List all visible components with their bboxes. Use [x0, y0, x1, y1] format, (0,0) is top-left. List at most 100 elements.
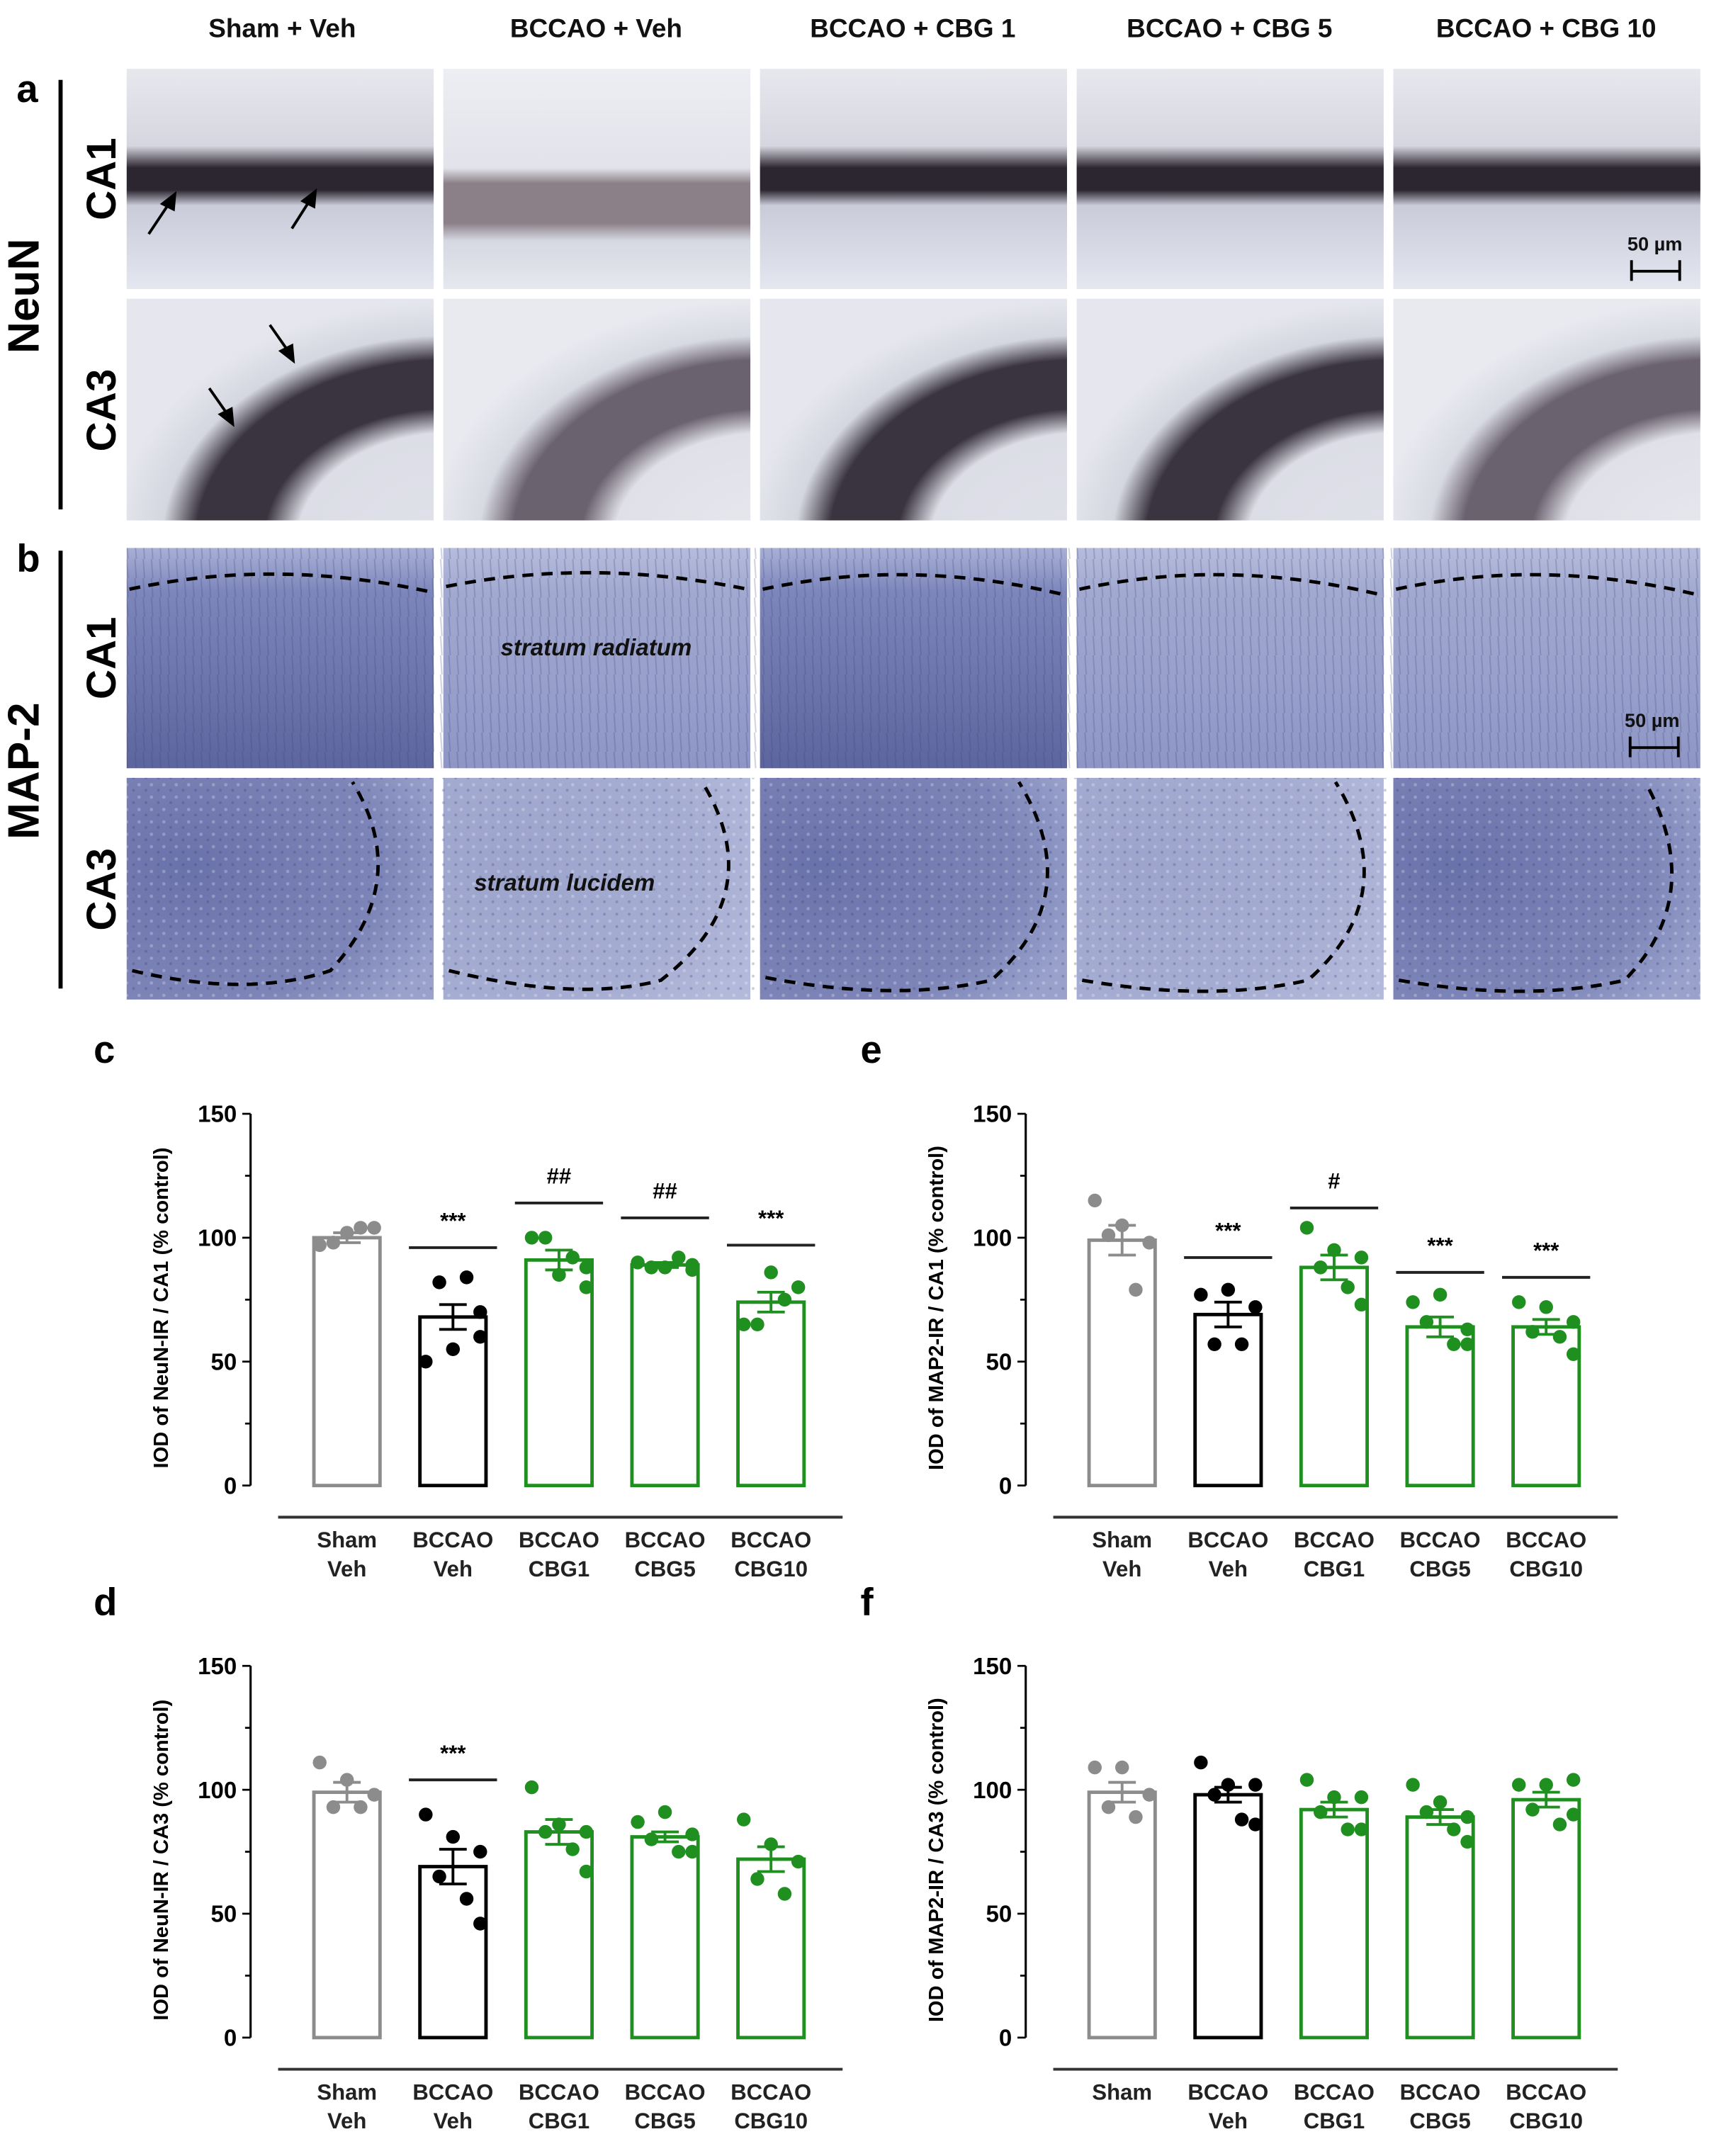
data-point — [1354, 1297, 1369, 1312]
x-category-label: Veh — [434, 1557, 473, 1581]
data-point — [1354, 1822, 1369, 1836]
data-point — [1539, 1300, 1553, 1314]
data-point — [446, 1342, 461, 1357]
data-point — [1194, 1287, 1208, 1302]
data-point — [473, 1844, 487, 1859]
x-category-label: CBG10 — [1509, 2109, 1583, 2133]
y-axis-label: IOD of NeuN-IR / CA3 (% control) — [150, 1700, 173, 2021]
data-point — [1341, 1822, 1355, 1836]
bar-1: *** — [409, 1209, 497, 1488]
region-boundary — [131, 781, 1674, 993]
micrograph-neun-ca3-cbg1 — [760, 298, 1067, 521]
data-point — [1221, 1282, 1236, 1297]
x-category-label: Veh — [1102, 1557, 1141, 1581]
arrow-icon — [147, 188, 317, 235]
y-tick-label: 150 — [973, 1653, 1012, 1679]
x-category-label: BCCAO — [1294, 1528, 1375, 1552]
data-point — [1566, 1347, 1581, 1362]
data-point — [432, 1869, 446, 1884]
panel-letter-e: e — [861, 1028, 882, 1071]
data-point — [579, 1824, 594, 1839]
y-tick-label: 150 — [198, 1101, 237, 1127]
data-point — [1539, 1778, 1553, 1792]
data-point — [1419, 1805, 1434, 1819]
data-point — [1248, 1778, 1263, 1792]
y-tick-label: 50 — [986, 1901, 1012, 1927]
data-point — [777, 1887, 792, 1901]
data-point — [1194, 1755, 1208, 1770]
significance-marker: # — [1328, 1169, 1340, 1194]
data-point — [552, 1268, 566, 1282]
data-point — [1248, 1300, 1263, 1314]
micrograph-row-neun-ca3 — [126, 298, 1700, 521]
row-label-neun-ca1: CA1 — [79, 137, 125, 220]
significance-marker: *** — [440, 1741, 466, 1766]
bar-4 — [736, 1812, 806, 2040]
y-axis-label: IOD of MAP2-IR / CA1 (% control) — [925, 1146, 948, 1470]
x-category-label: BCCAO — [1400, 2079, 1481, 2104]
significance-marker: *** — [1215, 1219, 1241, 1243]
data-point — [354, 1221, 368, 1235]
data-point — [1433, 1795, 1448, 1810]
significance-marker: *** — [1427, 1234, 1453, 1258]
x-category-label: Veh — [327, 2109, 366, 2133]
bar-3: *** — [1396, 1234, 1484, 1488]
stain-label-neun: NeuN — [0, 239, 48, 354]
data-point — [1314, 1805, 1328, 1819]
x-category-label: BCCAO — [1187, 2079, 1268, 2104]
data-point — [1129, 1810, 1143, 1824]
data-point — [1299, 1773, 1314, 1787]
data-point — [750, 1317, 764, 1332]
x-category-label: BCCAO — [730, 1528, 811, 1552]
data-point — [579, 1280, 594, 1294]
y-tick-label: 150 — [973, 1101, 1012, 1127]
y-tick-label: 50 — [210, 1348, 237, 1375]
y-tick-label: 0 — [224, 1472, 237, 1499]
chart-panel-d: d 0 50 100 150 IOD of NeuN-IR / CA3 (% contro… — [94, 1580, 843, 2133]
data-point — [1406, 1778, 1420, 1792]
y-tick-label: 50 — [986, 1348, 1012, 1375]
data-point — [1314, 1260, 1328, 1275]
panel-letter-c: c — [94, 1028, 115, 1071]
data-point — [672, 1844, 686, 1859]
data-point — [1447, 1337, 1461, 1352]
data-point — [1552, 1330, 1567, 1344]
x-category-label: CBG5 — [634, 2109, 695, 2133]
x-category-label: CBG5 — [1409, 2109, 1470, 2133]
significance-marker: ## — [547, 1164, 572, 1189]
data-point — [1129, 1282, 1143, 1297]
data-point — [432, 1275, 446, 1289]
x-category-label: BCCAO — [519, 2079, 599, 2104]
micrograph-neun-ca3-bccao-veh — [443, 298, 751, 521]
data-point — [1327, 1790, 1341, 1805]
column-header-bccao-veh: BCCAO + Veh — [510, 13, 682, 43]
data-point — [1354, 1790, 1369, 1805]
x-category-label: BCCAO — [1294, 2079, 1375, 2104]
y-tick-label: 100 — [973, 1225, 1012, 1251]
y-tick-label: 0 — [999, 2025, 1012, 2051]
data-point — [367, 1221, 381, 1235]
data-point — [672, 1251, 686, 1265]
micrograph-neun-ca3-cbg5 — [1076, 298, 1384, 521]
y-tick-label: 100 — [198, 1225, 237, 1251]
data-point — [1460, 1337, 1474, 1352]
data-point — [1460, 1834, 1474, 1849]
micrograph-neun-ca1-cbg1 — [760, 69, 1067, 290]
data-point — [538, 1231, 553, 1245]
bar-3: ## — [621, 1179, 709, 1488]
bar-2: ## — [514, 1164, 604, 1488]
data-point — [1142, 1788, 1156, 1802]
data-point — [419, 1355, 433, 1369]
data-point — [312, 1238, 327, 1253]
y-tick-label: 0 — [999, 1472, 1012, 1499]
data-point — [764, 1265, 778, 1280]
data-point — [791, 1280, 806, 1294]
bar-0 — [312, 1221, 382, 1488]
x-category-label: Veh — [327, 1557, 366, 1581]
data-point — [1525, 1802, 1540, 1817]
bar-4: *** — [1502, 1238, 1591, 1488]
data-point — [1327, 1243, 1341, 1258]
scale-bar — [1628, 736, 1680, 757]
data-point — [1234, 1812, 1249, 1827]
data-point — [565, 1251, 580, 1265]
